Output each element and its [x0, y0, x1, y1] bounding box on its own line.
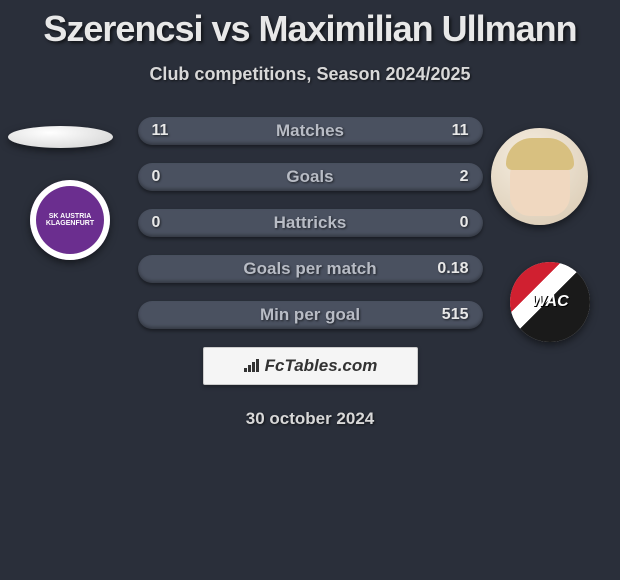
stat-right-value: 0	[439, 214, 469, 232]
stat-right-value: 11	[439, 122, 469, 140]
player2-club-label: WAC	[531, 293, 568, 311]
stat-right-value: 2	[439, 168, 469, 186]
stat-right-value: 515	[439, 306, 469, 324]
comparison-title: Szerencsi vs Maximilian Ullmann	[0, 0, 620, 50]
attribution-badge[interactable]: FcTables.com	[203, 347, 418, 385]
player2-face-placeholder	[510, 146, 570, 216]
stat-row-matches: 11 Matches 11	[138, 117, 483, 145]
stat-row-min-per-goal: Min per goal 515	[138, 301, 483, 329]
stat-label: Goals	[286, 167, 333, 187]
stat-row-goals-per-match: Goals per match 0.18	[138, 255, 483, 283]
stat-row-hattricks: 0 Hattricks 0	[138, 209, 483, 237]
stat-row-goals: 0 Goals 2	[138, 163, 483, 191]
chart-icon	[243, 359, 261, 373]
stat-label: Hattricks	[274, 213, 347, 233]
player1-club-label: SK AUSTRIA KLAGENFURT	[46, 213, 94, 227]
snapshot-date: 30 october 2024	[0, 409, 620, 429]
attribution-text: FcTables.com	[265, 356, 378, 376]
stat-right-value: 0.18	[437, 260, 468, 278]
stat-label: Goals per match	[243, 259, 376, 279]
season-subtitle: Club competitions, Season 2024/2025	[0, 64, 620, 85]
stat-left-value: 0	[152, 168, 182, 186]
player2-club-badge: WAC	[510, 262, 590, 342]
stat-label: Matches	[276, 121, 344, 141]
player1-club-badge: SK AUSTRIA KLAGENFURT	[30, 180, 110, 260]
player2-avatar	[491, 128, 588, 225]
stat-left-value: 0	[152, 214, 182, 232]
stat-label: Min per goal	[260, 305, 360, 325]
stats-table: 11 Matches 11 0 Goals 2 0 Hattricks 0 Go…	[138, 117, 483, 385]
stat-left-value: 11	[152, 122, 182, 140]
player1-avatar	[8, 126, 113, 148]
